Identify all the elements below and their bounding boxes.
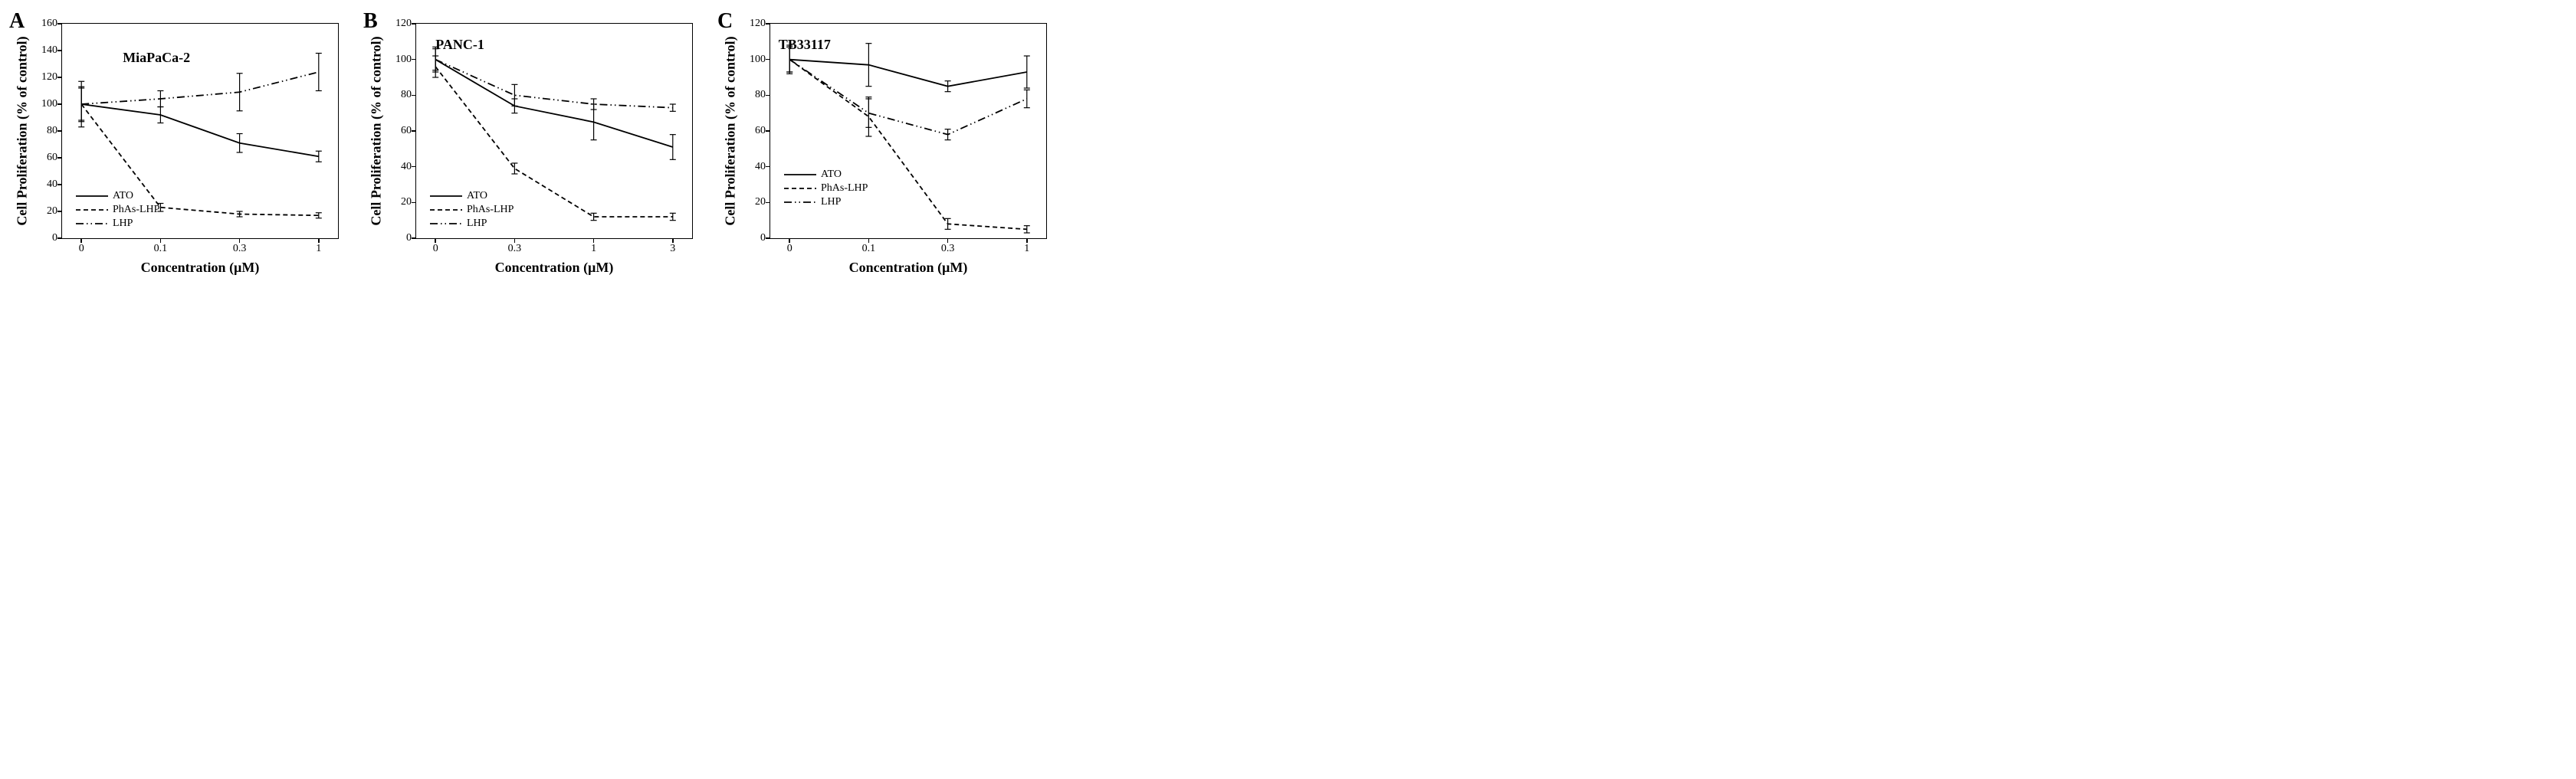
x-axis-label: Concentration (µM) [495, 260, 614, 276]
ytick-label: 40 [401, 161, 412, 173]
legend-swatch-LHP [784, 198, 816, 207]
ytick-label: 80 [755, 89, 766, 101]
panel-label: C [717, 9, 733, 34]
ytick-label: 140 [41, 44, 57, 57]
legend-label: LHP [821, 196, 841, 208]
panel-B: B02040608010012000.313Cell Proliferation… [369, 15, 693, 277]
legend-swatch-PhAs-LHP [430, 205, 462, 214]
ytick-label: 40 [47, 178, 57, 191]
xtick-label: 0 [79, 243, 84, 255]
legend-label: ATO [113, 190, 133, 202]
legend: ATO PhAs-LHP LHP [76, 189, 159, 231]
xtick-label: 1 [1024, 243, 1029, 255]
plot-wrap: 0 20 40 60 80 100 120 140 160 0 0.1 0.3 1 Cell Prolif… [15, 15, 339, 277]
legend-label: ATO [821, 169, 842, 181]
legend-row: PhAs-LHP [430, 203, 514, 217]
panel-C: C02040608010012000.10.31Cell Proliferati… [724, 15, 1047, 277]
series-line-LHP [81, 72, 319, 104]
legend-row: LHP [76, 217, 159, 231]
ytick-label: 20 [755, 196, 766, 208]
figure-row: A02040608010012014016000.10.31Cell Proli… [15, 15, 2561, 277]
x-axis-label: Concentration (µM) [141, 260, 260, 276]
legend-label: PhAs-LHP [821, 182, 868, 195]
y-axis-label: Cell Proliferation (% of control) [723, 36, 739, 225]
xtick-label: 3 [670, 243, 675, 255]
ytick-label: 0 [760, 232, 766, 244]
ytick-label: 100 [750, 54, 766, 66]
legend-swatch-ATO [76, 191, 108, 201]
plot-area: 02040608010012000.313Cell Proliferation … [415, 23, 693, 239]
legend-label: PhAs-LHP [467, 204, 514, 216]
errorbar [1024, 90, 1030, 107]
errorbar [511, 84, 517, 106]
ytick-label: 100 [395, 54, 412, 66]
legend-swatch-PhAs-LHP [784, 184, 816, 193]
xtick-label: 0.1 [862, 243, 876, 255]
legend-row: ATO [76, 189, 159, 203]
legend-label: LHP [113, 218, 133, 230]
ytick-label: 160 [41, 18, 57, 30]
legend: ATO PhAs-LHP LHP [430, 189, 514, 231]
ytick-label: 20 [401, 196, 412, 208]
xtick-label: 0.3 [508, 243, 522, 255]
plot-area: 02040608010012000.10.31Cell Proliferatio… [770, 23, 1047, 239]
series-line-LHP [789, 60, 1027, 135]
x-axis-label: Concentration (µM) [849, 260, 968, 276]
legend-row: PhAs-LHP [784, 182, 868, 195]
legend: ATOPhAs-LHPLHP [784, 168, 868, 209]
panel-A: A02040608010012014016000.10.31Cell Proli… [15, 15, 339, 277]
ytick-label: 0 [406, 232, 412, 244]
legend-swatch-PhAs-LHP [76, 205, 108, 214]
ytick-label: 80 [401, 89, 412, 101]
errorbar [316, 54, 322, 91]
xtick-label: 0.3 [233, 243, 247, 255]
panel-label: B [363, 9, 378, 34]
legend-row: LHP [784, 195, 868, 209]
ytick-label: 120 [395, 18, 412, 30]
ytick-label: 100 [41, 98, 57, 110]
legend-swatch-LHP [76, 219, 108, 228]
legend-row: ATO [430, 189, 514, 203]
series-line-ATO [789, 60, 1027, 87]
ytick-label: 120 [750, 18, 766, 30]
panel-label: A [9, 9, 25, 34]
ytick-label: 80 [47, 125, 57, 137]
legend-label: PhAs-LHP [113, 204, 159, 216]
ytick-label: 120 [41, 71, 57, 83]
errorbar [670, 104, 676, 111]
xtick-label: 0 [787, 243, 792, 255]
xtick-label: 0.3 [941, 243, 955, 255]
y-axis-label: Cell Proliferation (% of control) [15, 36, 31, 225]
ytick-label: 60 [401, 125, 412, 137]
ytick-label: 60 [47, 152, 57, 164]
legend-label: LHP [467, 218, 487, 230]
legend-swatch-LHP [430, 219, 462, 228]
legend-label: ATO [467, 190, 487, 202]
plot-wrap: 0 20 40 60 80 100 120 0 0.3 1 3 Cell Proliferation … [369, 15, 693, 277]
legend-row: PhAs-LHP [76, 203, 159, 217]
xtick-label: 1 [591, 243, 596, 255]
ytick-label: 40 [755, 161, 766, 173]
legend-row: ATO [784, 168, 868, 182]
y-axis-label: Cell Proliferation (% of control) [369, 36, 385, 225]
series-line-LHP [435, 60, 673, 108]
ytick-label: 0 [52, 232, 57, 244]
series-line-ATO [435, 60, 673, 147]
legend-swatch-ATO [430, 191, 462, 201]
plot-area: 02040608010012014016000.10.31Cell Prolif… [61, 23, 339, 239]
plot-wrap: 0 20 40 60 80 100 120 0 0.1 0.3 1 Cell Proliferatio… [724, 15, 1047, 277]
xtick-label: 0 [433, 243, 438, 255]
ytick-label: 20 [47, 205, 57, 218]
xtick-label: 0.1 [154, 243, 168, 255]
legend-row: LHP [430, 217, 514, 231]
series-line-ATO [81, 104, 319, 156]
ytick-label: 60 [755, 125, 766, 137]
legend-swatch-ATO [784, 170, 816, 179]
xtick-label: 1 [316, 243, 321, 255]
